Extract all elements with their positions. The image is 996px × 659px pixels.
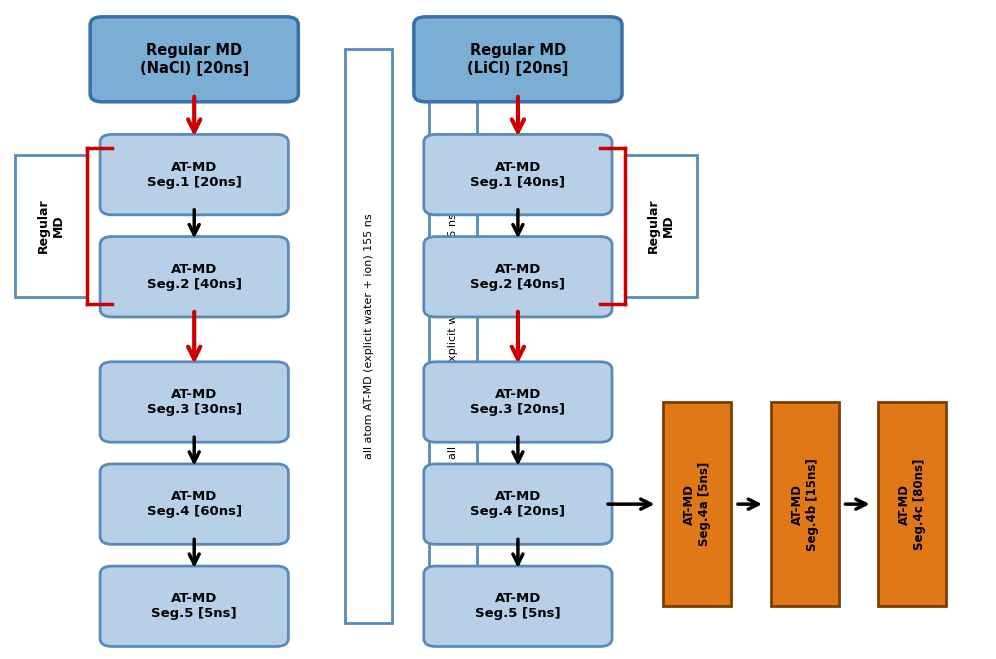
- Bar: [771, 402, 839, 606]
- FancyBboxPatch shape: [100, 566, 289, 646]
- Text: Regular MD
(NaCl) [20ns]: Regular MD (NaCl) [20ns]: [139, 43, 249, 76]
- Text: all atom AT-MD (explicit water + ion) 155 ns: all atom AT-MD (explicit water + ion) 15…: [364, 214, 374, 459]
- Text: AT-MD
Seg.3 [30ns]: AT-MD Seg.3 [30ns]: [146, 388, 242, 416]
- Text: AT-MD
Seg.4 [60ns]: AT-MD Seg.4 [60ns]: [146, 490, 242, 518]
- Text: AT-MD
Seg.5 [5ns]: AT-MD Seg.5 [5ns]: [151, 592, 237, 620]
- FancyBboxPatch shape: [100, 134, 289, 215]
- Bar: [663, 402, 731, 606]
- Bar: [16, 155, 88, 297]
- FancyBboxPatch shape: [100, 362, 289, 442]
- FancyBboxPatch shape: [424, 134, 612, 215]
- Text: AT-MD
Seg.2 [40ns]: AT-MD Seg.2 [40ns]: [470, 263, 566, 291]
- Text: AT-MD
Seg.2 [40ns]: AT-MD Seg.2 [40ns]: [146, 263, 242, 291]
- FancyBboxPatch shape: [100, 464, 289, 544]
- Text: AT-MD
Seg.4c [80ns]: AT-MD Seg.4c [80ns]: [898, 459, 926, 550]
- Bar: [345, 49, 392, 623]
- Text: AT-MD
Seg.1 [40ns]: AT-MD Seg.1 [40ns]: [470, 161, 566, 188]
- Text: AT-MD
Seg.4 [20ns]: AT-MD Seg.4 [20ns]: [470, 490, 566, 518]
- FancyBboxPatch shape: [424, 362, 612, 442]
- Text: AT-MD
Seg.3 [20ns]: AT-MD Seg.3 [20ns]: [470, 388, 566, 416]
- FancyBboxPatch shape: [424, 566, 612, 646]
- Text: AT-MD
Seg.4b [15ns]: AT-MD Seg.4b [15ns]: [791, 458, 819, 550]
- Text: AT-MD
Seg.5 [5ns]: AT-MD Seg.5 [5ns]: [475, 592, 561, 620]
- Text: Regular
MD: Regular MD: [646, 198, 675, 253]
- Text: all atom AT-MD (explicit water + ion) 225 ns: all atom AT-MD (explicit water + ion) 22…: [448, 213, 458, 459]
- FancyBboxPatch shape: [424, 464, 612, 544]
- Text: Regular
MD: Regular MD: [37, 198, 66, 253]
- Bar: [878, 402, 946, 606]
- Text: Regular MD
(LiCl) [20ns]: Regular MD (LiCl) [20ns]: [467, 43, 569, 76]
- Text: AT-MD
Seg.4a [5ns]: AT-MD Seg.4a [5ns]: [683, 462, 711, 546]
- FancyBboxPatch shape: [100, 237, 289, 317]
- FancyBboxPatch shape: [91, 16, 299, 101]
- FancyBboxPatch shape: [424, 237, 612, 317]
- Bar: [429, 49, 477, 623]
- FancyBboxPatch shape: [414, 16, 622, 101]
- Text: AT-MD
Seg.1 [20ns]: AT-MD Seg.1 [20ns]: [146, 161, 242, 188]
- Bar: [625, 155, 697, 297]
